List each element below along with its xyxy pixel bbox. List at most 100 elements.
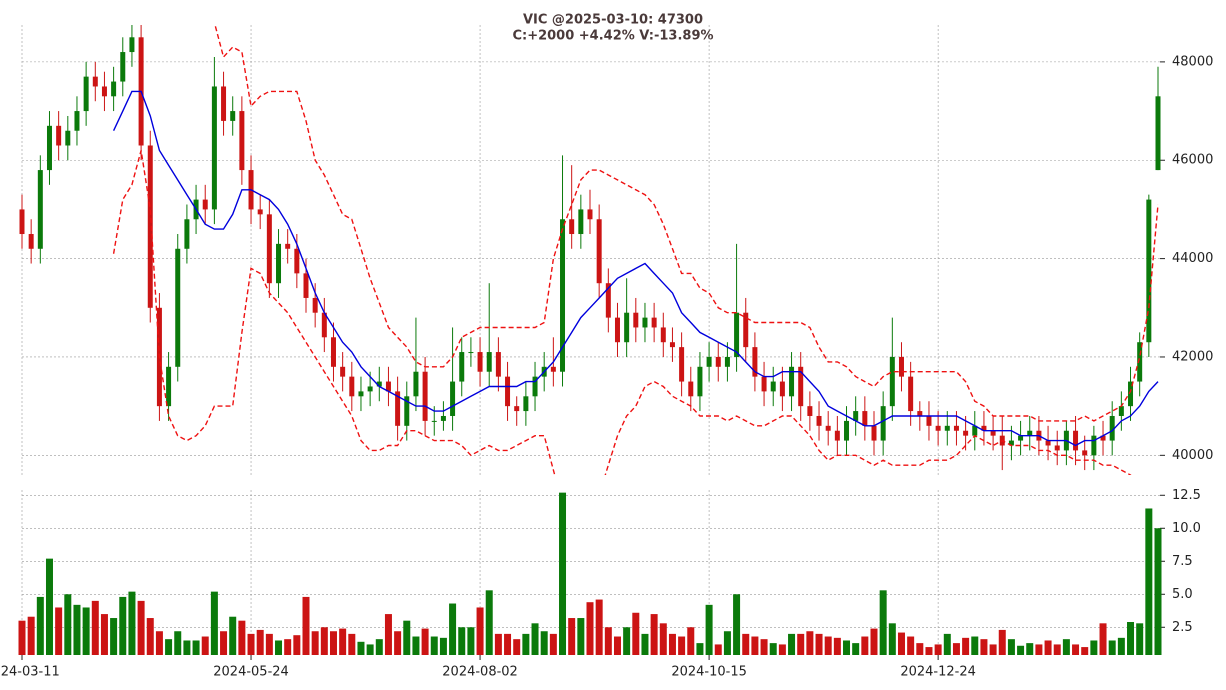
candle-body [46,125,52,171]
candle-body [92,76,98,87]
candle-body [532,376,538,397]
volume-bar [861,636,869,655]
candle-body [202,199,208,210]
volume-bar [275,640,283,655]
y-tick-label: 46000 [1172,153,1213,168]
candle-body [129,37,135,53]
volume-bar [476,607,484,655]
volume-bar [311,631,319,655]
volume-bar [760,639,768,655]
volume-bar [119,596,127,655]
volume-bar [916,643,924,655]
candle-body [844,420,850,441]
candle-body [294,248,300,274]
candle-body [147,145,153,308]
volume-bar [485,590,493,655]
candle-body [697,366,703,397]
candle-body [266,214,272,284]
candle-body [1109,415,1115,441]
volume-bar [449,603,457,655]
volume-bar [27,616,35,655]
candle-body [514,406,520,412]
candle-body [239,111,245,171]
volume-bar [980,639,988,655]
volume-bar [1072,644,1080,655]
volume-bar [1099,623,1107,655]
volume-bar [531,623,539,655]
candle-body [734,312,740,357]
candle-body [1082,450,1088,456]
volume-bar [339,628,347,655]
volume-bar [687,627,695,655]
volume-bar [989,644,997,655]
candle-body [1073,430,1079,451]
candle-body [37,170,43,249]
candle-body [477,352,483,372]
volume-bar [925,647,933,655]
volume-bar [1081,647,1089,655]
volume-bar [375,639,383,655]
volume-bar [45,558,53,655]
volume-bar [668,633,676,655]
volume-bar [733,594,741,655]
volume-bar [247,633,255,655]
volume-bar [549,633,557,655]
volume-bar [110,618,118,655]
candle-body [624,312,630,343]
y-tick-label: 44000 [1172,251,1213,266]
volume-bar [604,627,612,655]
candle-body [706,356,712,367]
volume-bar [696,643,704,655]
volume-bar [659,623,667,655]
x-tick-label: 2024-03-11 [0,665,60,680]
moving-average [112,90,1159,447]
volume-bar [1108,640,1116,655]
candle-body [83,76,89,112]
volume-bar [540,631,548,655]
volume-bar [705,604,713,655]
candle-body [211,86,217,210]
x-tick-label: 2024-12-24 [900,665,976,680]
candle-body [56,125,62,146]
volume-bar [91,600,99,655]
candle-body [74,111,80,131]
candle-body [523,396,529,412]
volume-bar [210,591,218,655]
candle-body [715,356,721,367]
volume-bar [723,631,731,655]
candle-body [880,406,886,441]
candle-body [376,381,382,387]
candle-body [605,283,611,318]
volume-bar [742,633,750,655]
volume-bar [870,628,878,655]
y-tick-label: 42000 [1172,349,1213,364]
volume-bar [146,618,154,655]
volume-bar [384,614,392,655]
candle-body [385,381,391,392]
volume-bar [824,636,832,655]
candle-body [853,411,859,421]
candle-body [862,411,868,426]
y-tick-label: 40000 [1172,448,1213,463]
volume-bar [55,607,63,655]
volume-bar [1035,644,1043,655]
candle-body [724,356,730,367]
x-tick-label: 2024-05-24 [213,665,289,680]
volume-bar [778,644,786,655]
candle-body [789,366,795,397]
candle-body [963,430,969,436]
volume-bar [201,636,209,655]
volume-bar [1062,639,1070,655]
volume-bar [302,596,310,655]
volume-bar [641,633,649,655]
volume-bar [586,602,594,655]
volume-bar [1145,508,1153,655]
volume-bar [64,594,72,655]
volume-bar [73,604,81,655]
candle-body [349,376,355,397]
volume-bar [165,639,173,655]
y-tick-label: 10.0 [1172,521,1201,536]
volume-bar [1026,643,1034,655]
candle-body [807,406,813,416]
candle-body [505,376,511,407]
